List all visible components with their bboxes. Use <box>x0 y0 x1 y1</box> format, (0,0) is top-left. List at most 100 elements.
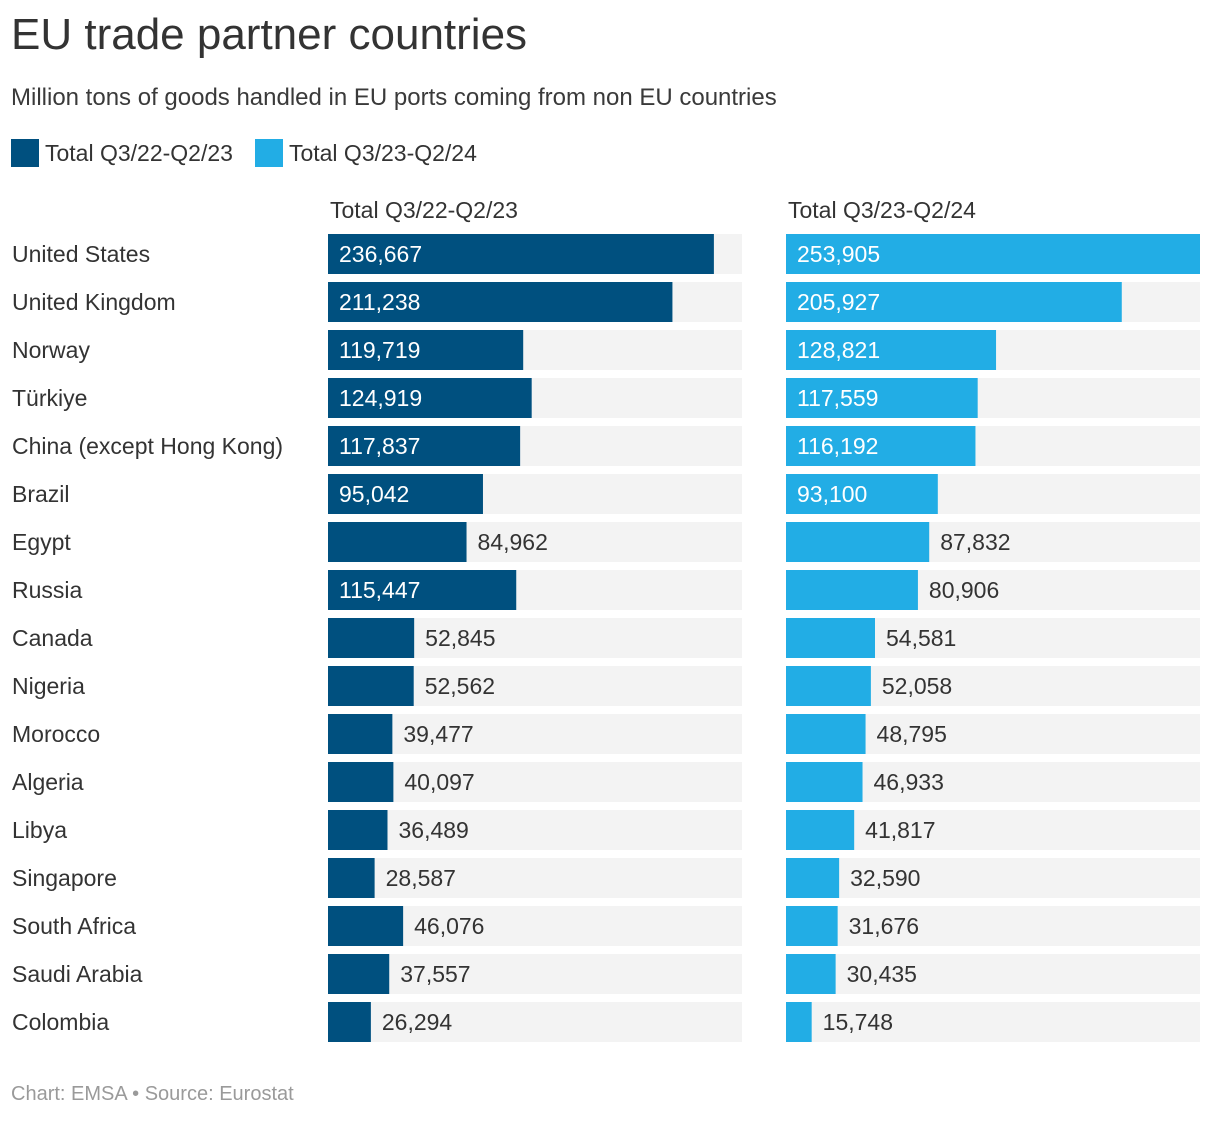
category-label: Canada <box>12 625 93 651</box>
category-label: Colombia <box>12 1009 109 1035</box>
data-label: 117,837 <box>339 433 420 459</box>
legend-item-series-2: Total Q3/23-Q2/24 <box>254 139 477 167</box>
bar-series-2 <box>786 282 1122 322</box>
category-label: Nigeria <box>12 673 85 699</box>
bar-track <box>328 810 742 850</box>
bar-series-1 <box>328 714 393 754</box>
chart-footer: Chart: EMSA • Source: Eurostat <box>11 1083 294 1105</box>
bar-series-2 <box>786 666 871 706</box>
bar-series-2 <box>786 378 978 418</box>
data-label: 48,795 <box>877 721 947 747</box>
category-label: United Kingdom <box>12 289 176 315</box>
bar-series-1 <box>328 282 673 322</box>
category-label: South Africa <box>12 913 136 939</box>
bar-series-1 <box>328 378 532 418</box>
bar-series-2 <box>786 474 938 514</box>
category-label: Russia <box>12 577 83 603</box>
data-label: 93,100 <box>797 481 867 507</box>
bar-track <box>328 762 742 802</box>
bar-series-2 <box>786 618 875 658</box>
data-label: 30,435 <box>847 961 917 987</box>
bar-series-1 <box>328 810 388 850</box>
data-label: 84,962 <box>478 529 548 555</box>
data-label: 236,667 <box>339 241 422 267</box>
data-label: 40,097 <box>404 769 474 795</box>
data-label: 54,581 <box>886 625 956 651</box>
bar-series-1 <box>328 858 375 898</box>
data-label: 116,192 <box>797 433 878 459</box>
bar-track <box>328 954 742 994</box>
bar-track <box>786 1002 1200 1042</box>
data-label: 80,906 <box>929 577 999 603</box>
bar-series-1 <box>328 234 714 274</box>
bar-series-2 <box>786 858 840 898</box>
category-label: Egypt <box>12 529 71 555</box>
bar-series-2 <box>786 522 930 562</box>
data-label: 41,817 <box>865 817 935 843</box>
panel-header-series-1: Total Q3/22-Q2/23 <box>330 197 518 223</box>
chart-subtitle: Million tons of goods handled in EU port… <box>11 84 777 111</box>
bar-series-2 <box>786 234 1200 274</box>
bar-series-2 <box>786 570 918 610</box>
category-label: Algeria <box>12 769 84 795</box>
bar-track <box>786 858 1200 898</box>
data-label: 31,676 <box>849 913 919 939</box>
data-label: 32,590 <box>850 865 920 891</box>
data-label: 205,927 <box>797 289 880 315</box>
legend-swatch-series-1 <box>11 139 39 167</box>
data-label: 52,845 <box>425 625 495 651</box>
bar-track <box>786 810 1200 850</box>
category-label: Morocco <box>12 721 100 747</box>
data-label: 95,042 <box>339 481 409 507</box>
bar-series-1 <box>328 426 521 466</box>
data-label: 119,719 <box>339 337 420 363</box>
category-label: United States <box>12 241 150 267</box>
panel-header-series-2: Total Q3/23-Q2/24 <box>788 197 976 223</box>
bar-series-2 <box>786 954 836 994</box>
bar-series-2 <box>786 426 976 466</box>
category-label: Saudi Arabia <box>12 961 143 987</box>
bar-series-1 <box>328 666 414 706</box>
category-label: Singapore <box>12 865 117 891</box>
data-label: 87,832 <box>940 529 1010 555</box>
chart-title: EU trade partner countries <box>11 10 528 59</box>
data-label: 117,559 <box>797 385 878 411</box>
data-label: 36,489 <box>398 817 468 843</box>
data-label: 52,058 <box>882 673 952 699</box>
category-label: Norway <box>12 337 90 363</box>
bar-series-2 <box>786 762 863 802</box>
data-label: 28,587 <box>386 865 456 891</box>
category-label: China (except Hong Kong) <box>12 433 283 459</box>
category-label: Libya <box>12 817 67 843</box>
bar-chart: United States United Kingdom Norway Türkiye… <box>12 197 1200 1042</box>
bar-series-1 <box>328 474 483 514</box>
data-label: 46,933 <box>874 769 944 795</box>
data-label: 211,238 <box>339 289 420 315</box>
data-label: 253,905 <box>797 241 880 267</box>
legend: Total Q3/22-Q2/23 Total Q3/23-Q2/24 <box>11 138 499 168</box>
data-label: 52,562 <box>425 673 495 699</box>
bar-series-2 <box>786 906 838 946</box>
data-label: 26,294 <box>382 1009 453 1035</box>
category-label: Türkiye <box>12 385 87 411</box>
bar-track <box>328 714 742 754</box>
bar-track <box>328 1002 742 1042</box>
data-label: 46,076 <box>414 913 484 939</box>
legend-label-series-2: Total Q3/23-Q2/24 <box>288 139 477 166</box>
data-label: 115,447 <box>339 577 420 603</box>
legend-swatch-series-2 <box>254 139 283 167</box>
bar-series-1 <box>328 330 524 370</box>
bar-series-1 <box>328 1002 371 1042</box>
bar-series-1 <box>328 570 517 610</box>
category-label: Brazil <box>12 481 70 507</box>
data-label: 15,748 <box>823 1009 893 1035</box>
bar-series-2 <box>786 810 855 850</box>
bar-track <box>786 954 1200 994</box>
bar-series-1 <box>328 906 404 946</box>
data-label: 124,919 <box>339 385 422 411</box>
data-label: 128,821 <box>797 337 880 363</box>
legend-label-series-1: Total Q3/22-Q2/23 <box>45 139 233 166</box>
bar-series-2 <box>786 1002 812 1042</box>
bar-track <box>328 858 742 898</box>
bar-series-1 <box>328 762 394 802</box>
